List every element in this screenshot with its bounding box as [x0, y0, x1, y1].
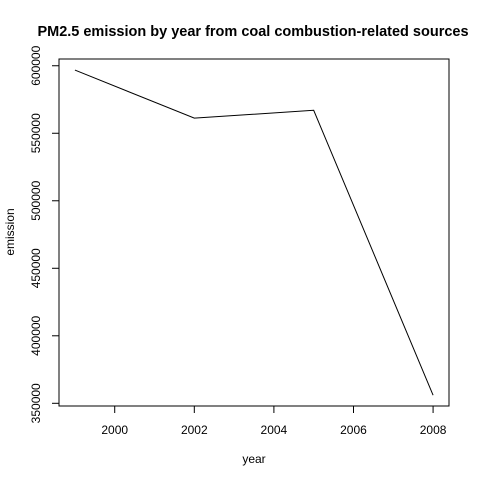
y-axis-label: emission	[3, 208, 17, 255]
y-tick-label: 350000	[29, 383, 43, 423]
y-tick-label: 450000	[29, 248, 43, 288]
x-tick-label: 2002	[181, 423, 208, 437]
series-line	[74, 69, 434, 396]
x-tick-label: 2004	[261, 423, 288, 437]
x-axis-label: year	[242, 452, 265, 466]
y-axis: 350000 400000 450000 500000 550000 600000	[29, 45, 60, 423]
series-layer	[74, 69, 434, 396]
x-tick-label: 2000	[101, 423, 128, 437]
y-tick-label: 500000	[29, 180, 43, 220]
y-tick-label: 400000	[29, 315, 43, 355]
y-tick-label: 550000	[29, 113, 43, 153]
x-tick-label: 2006	[340, 423, 367, 437]
chart-title: PM2.5 emission by year from coal combust…	[37, 24, 468, 40]
x-axis: 2000 2002 2004 2006 2008	[101, 405, 447, 437]
plot-frame	[58, 58, 450, 407]
x-tick-label: 2008	[420, 423, 447, 437]
y-tick-label: 600000	[29, 45, 43, 85]
